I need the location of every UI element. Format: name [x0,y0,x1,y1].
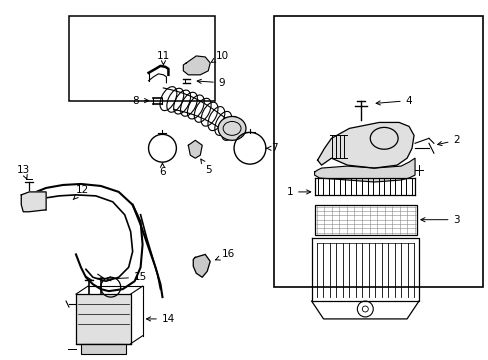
Text: 16: 16 [215,249,234,260]
Text: 12: 12 [73,185,89,200]
Text: 5: 5 [201,159,211,175]
Text: 11: 11 [157,51,170,65]
Bar [314,205,416,235]
Polygon shape [183,56,210,75]
Polygon shape [193,255,210,277]
Text: 4: 4 [375,96,411,105]
Text: 7: 7 [265,143,278,153]
Text: 10: 10 [210,51,228,63]
Polygon shape [314,158,414,182]
Bar [81,344,125,354]
Bar [76,294,130,344]
Bar [273,16,482,287]
Text: 3: 3 [420,215,459,225]
Polygon shape [21,192,46,212]
Text: 6: 6 [159,163,165,177]
Text: 1: 1 [286,187,310,197]
Polygon shape [317,122,413,168]
Text: 14: 14 [146,314,175,324]
Text: 2: 2 [437,135,459,145]
Text: 15: 15 [106,272,147,282]
Text: 9: 9 [197,78,225,88]
Ellipse shape [218,117,245,140]
Text: 8: 8 [132,96,148,105]
Text: 13: 13 [17,165,30,179]
Polygon shape [188,140,202,158]
Bar [69,16,215,102]
